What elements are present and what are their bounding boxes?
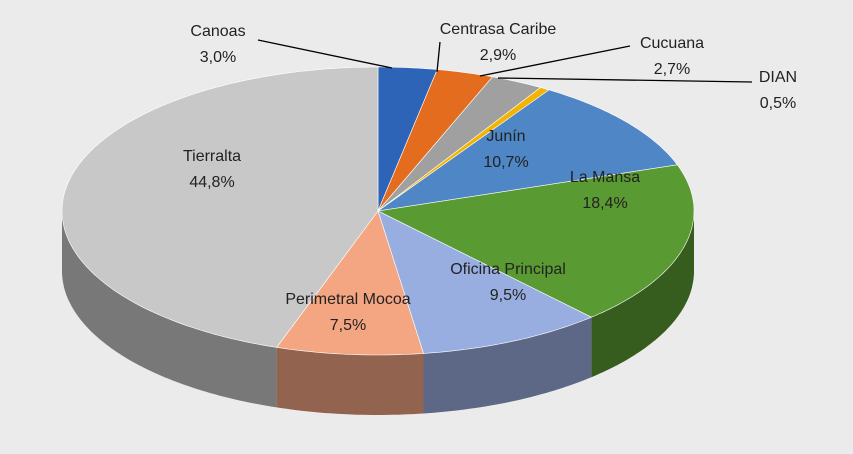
leader-line [257,39,393,69]
leader-line [497,77,753,83]
labels: Canoas 3,0% Centrasa Caribe 2,9% Cucuana 2,7%… [183,21,797,334]
slice-side [423,317,592,414]
slice-value-label: 0,5% [760,95,796,112]
slice-side [62,211,277,408]
slice-side [276,347,424,415]
slice-label: DIAN [759,69,797,86]
slice [377,164,695,318]
slice-label: Centrasa Caribe [440,21,557,38]
slice-value-label: 10,7% [483,154,528,171]
slice-label: Cucuana [640,35,704,52]
pie-sides [62,211,694,415]
slice-label: Tierralta [183,148,241,165]
leader-line [436,41,441,73]
slice [276,210,424,356]
slice-value-label: 44,8% [189,174,234,191]
slice-value-label: 7,5% [330,317,366,334]
slice [377,69,494,212]
slice-label: Junín [486,128,525,145]
slice-label: Perimetral Mocoa [285,291,410,308]
slice-value-label: 9,5% [490,287,526,304]
slice [61,66,379,348]
slice-value-label: 2,7% [654,61,690,78]
slice [377,210,593,354]
slice [377,76,542,212]
slice-side [591,211,694,378]
slice-value-label: 3,0% [200,49,236,66]
slice-label: Oficina Principal [450,261,566,278]
leader-line [479,45,631,77]
slice-value-label: 2,9% [480,47,516,64]
slice-label: La Mansa [570,169,640,186]
slice [377,89,678,212]
slice-value-label: 18,4% [582,195,627,212]
pie-top [61,66,695,356]
slice-label: Canoas [190,23,245,40]
